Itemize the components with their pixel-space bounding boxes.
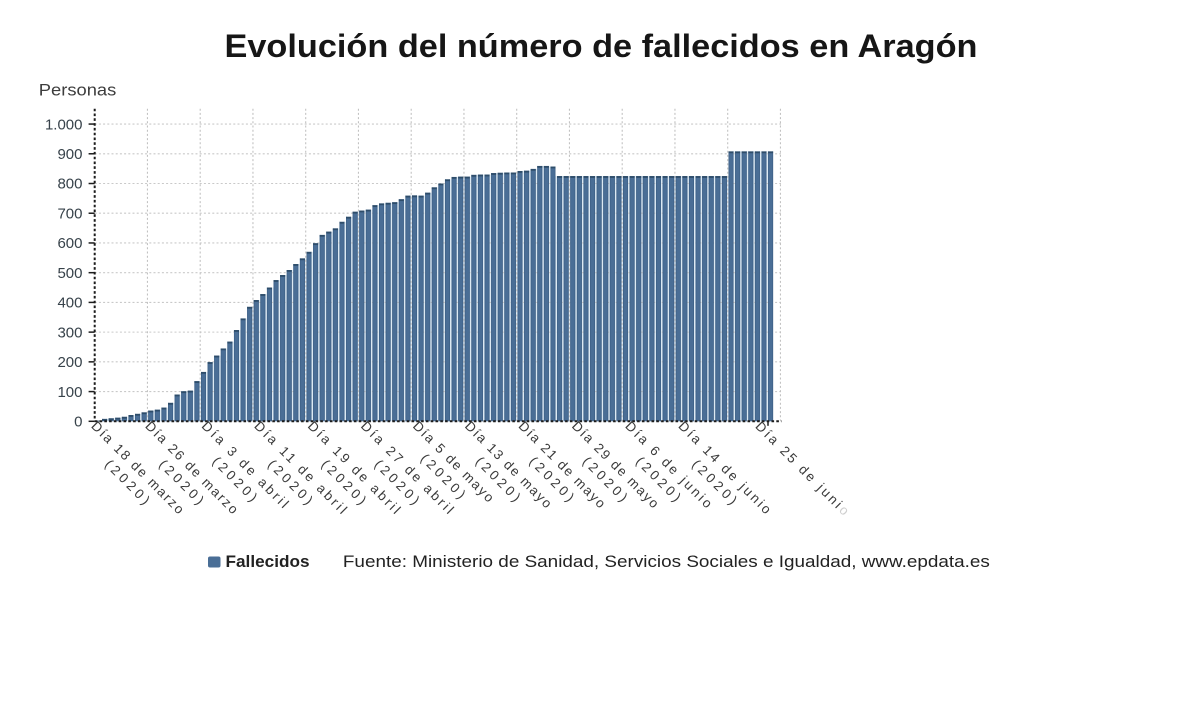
svg-text:Personas: Personas xyxy=(39,80,117,99)
svg-text:Evolución del número de fallec: Evolución del número de fallecidos en Ar… xyxy=(225,28,978,64)
svg-text:800: 800 xyxy=(57,176,82,193)
svg-text:700: 700 xyxy=(57,205,82,222)
svg-text:0: 0 xyxy=(74,414,82,431)
svg-text:Fuente: Ministerio de Sanidad,: Fuente: Ministerio de Sanidad, Servicios… xyxy=(343,553,990,571)
svg-text:300: 300 xyxy=(57,324,82,341)
svg-text:900: 900 xyxy=(57,146,82,163)
svg-text:200: 200 xyxy=(57,354,82,371)
svg-text:400: 400 xyxy=(57,295,82,312)
svg-text:Fallecidos: Fallecidos xyxy=(226,553,310,571)
svg-text:600: 600 xyxy=(57,235,82,252)
svg-text:500: 500 xyxy=(57,265,82,282)
svg-text:1.000: 1.000 xyxy=(45,116,83,133)
svg-text:100: 100 xyxy=(57,384,82,401)
